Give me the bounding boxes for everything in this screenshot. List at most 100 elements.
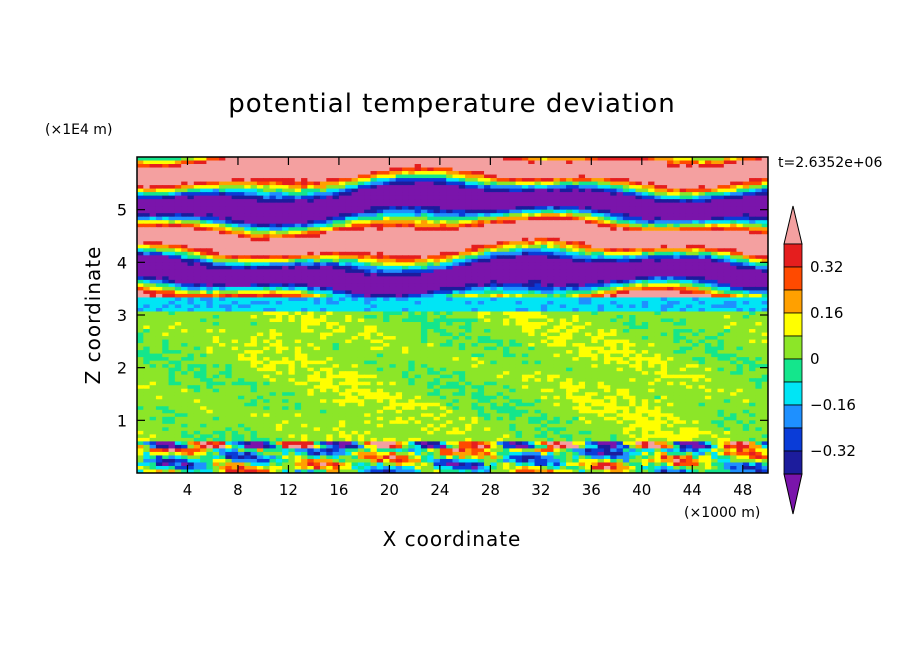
contour-cell [465,209,473,214]
contour-cell [376,265,384,270]
contour-cell [471,167,479,172]
contour-cell [528,206,536,211]
contour-cell [433,223,441,228]
contour-cell [225,167,233,172]
contour-cell [244,174,252,179]
contour-cell [736,255,744,260]
contour-cell [174,234,182,239]
contour-cell [698,230,706,235]
contour-cell [509,279,517,284]
contour-cell [502,178,510,183]
contour-cell [357,181,365,186]
contour-cell [736,171,744,176]
contour-cell [736,241,744,246]
contour-cell [648,181,656,186]
contour-cell [540,269,548,274]
contour-cell [673,227,681,232]
contour-cell [256,272,264,277]
contour-cell [761,276,768,281]
contour-cell [452,195,460,200]
contour-cell [717,265,725,270]
contour-cell [502,174,510,179]
contour-cell [717,276,725,281]
contour-cell [174,216,182,221]
contour-cell [585,325,592,330]
contour-cell [149,315,157,320]
contour-cell [364,276,372,281]
contour-cell [219,199,226,204]
contour-cell [509,258,517,263]
contour-cell [553,262,561,267]
contour-cell [168,286,176,292]
contour-cell [269,195,277,200]
contour-cell [685,237,693,242]
contour-cell [143,255,151,260]
contour-cell [515,181,523,186]
contour-cell [603,234,611,239]
contour-cell [446,167,454,172]
contour-cell [376,199,384,204]
contour-cell [383,325,390,330]
contour-cell [389,192,397,197]
contour-cell [282,192,290,197]
contour-cell [395,248,403,253]
contour-cell [219,188,226,193]
contour-cell [698,325,706,330]
contour-cell [288,209,296,214]
contour-cell [704,297,712,302]
contour-cell [275,329,283,334]
contour-cell [282,315,290,320]
contour-cell [408,199,416,204]
contour-cell [338,251,346,256]
contour-cell [237,251,245,256]
contour-cell [591,269,599,274]
contour-cell [521,251,529,256]
contour-cell [155,286,163,292]
contour-cell [408,220,416,225]
contour-cell [515,216,523,221]
contour-cell [231,213,239,218]
contour-cell [723,195,731,200]
contour-cell [641,248,649,253]
contour-cell [749,276,756,281]
contour-cell [540,234,548,239]
contour-cell [376,262,384,267]
contour-cell [149,157,157,162]
contour-cell [256,185,264,190]
contour-cell [755,283,763,288]
contour-cell [755,279,763,284]
contour-cell [698,209,706,214]
contour-cell [742,244,750,249]
contour-cell [420,329,428,334]
contour-cell [521,227,529,232]
contour-cell [673,237,681,242]
contour-cell [143,265,151,270]
contour-cell [635,202,643,207]
contour-cell [667,329,674,334]
contour-cell [212,178,220,183]
contour-cell [559,188,567,193]
contour-cell [408,272,416,277]
contour-cell [761,279,768,284]
contour-cell [458,234,466,239]
contour-cell [155,185,163,190]
contour-cell [692,286,700,292]
contour-cell [566,255,573,260]
contour-cell [622,293,630,299]
contour-cell [730,199,738,204]
contour-cell [256,167,264,172]
contour-cell [591,283,599,288]
contour-cell [585,188,592,193]
contour-cell [515,251,523,256]
contour-cell [376,293,384,299]
contour-cell [648,195,656,200]
contour-cell [458,174,466,179]
contour-cell [345,262,353,267]
contour-cell [660,206,668,211]
contour-cell [496,258,504,263]
contour-cell [200,185,208,190]
contour-cell [717,286,725,292]
contour-cell [420,262,428,267]
contour-cell [610,160,618,165]
contour-cell [439,234,447,239]
